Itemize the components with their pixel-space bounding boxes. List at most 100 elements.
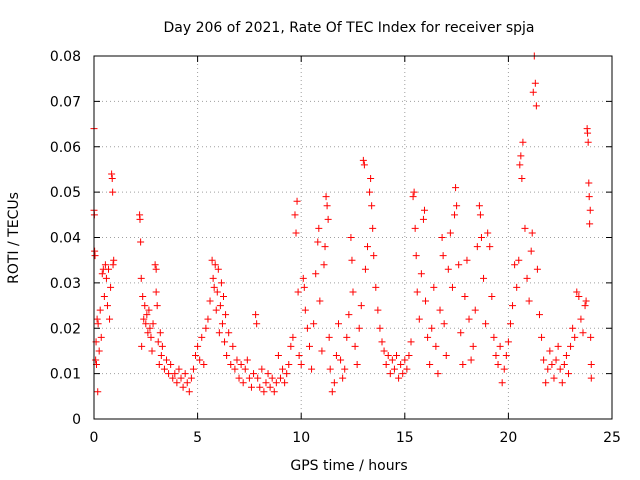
data-point-marker xyxy=(448,283,456,291)
data-point-marker xyxy=(531,79,539,87)
data-point-marker xyxy=(457,329,465,337)
data-point-marker xyxy=(584,138,592,146)
data-point-marker xyxy=(366,188,374,196)
y-tick-label: 0.05 xyxy=(50,185,81,201)
data-point-marker xyxy=(430,283,438,291)
data-point-marker xyxy=(417,270,425,278)
data-point-marker xyxy=(252,311,260,319)
data-point-marker xyxy=(486,243,494,251)
data-point-marker xyxy=(260,388,268,396)
data-point-marker xyxy=(533,265,541,273)
data-point-marker xyxy=(229,342,237,350)
data-point-marker xyxy=(581,302,589,310)
data-point-marker xyxy=(141,302,149,310)
data-point-marker xyxy=(223,351,231,359)
y-axis-label: ROTI / TECUs xyxy=(6,192,22,284)
data-point-marker xyxy=(136,215,144,223)
data-point-marker xyxy=(364,243,372,251)
data-point-marker xyxy=(137,274,145,282)
data-point-marker xyxy=(369,224,377,232)
data-point-marker xyxy=(316,297,324,305)
data-point-marker xyxy=(158,342,166,350)
data-point-marker xyxy=(140,315,148,323)
data-point-marker xyxy=(378,338,386,346)
data-point-marker xyxy=(353,361,361,369)
data-point-marker xyxy=(461,292,469,300)
data-point-marker xyxy=(511,261,519,269)
data-point-marker xyxy=(155,361,163,369)
data-point-marker xyxy=(215,329,223,337)
data-point-marker xyxy=(550,374,558,382)
data-point-marker xyxy=(209,274,217,282)
data-point-marker xyxy=(359,156,367,164)
x-axis-label: GPS time / hours xyxy=(290,458,407,474)
data-point-marker xyxy=(324,215,332,223)
data-point-marker xyxy=(538,333,546,341)
data-point-marker xyxy=(310,320,318,328)
data-point-marker xyxy=(330,379,338,387)
data-point-marker xyxy=(179,383,187,391)
data-point-marker xyxy=(337,356,345,364)
data-point-marker xyxy=(91,252,99,260)
data-point-marker xyxy=(579,329,587,337)
data-point-marker xyxy=(239,379,247,387)
data-point-marker xyxy=(587,374,595,382)
data-point-marker xyxy=(153,302,161,310)
y-tick-label: 0.06 xyxy=(50,140,81,156)
data-point-marker xyxy=(582,297,590,305)
data-point-marker xyxy=(256,383,264,391)
data-point-marker xyxy=(208,256,216,264)
data-point-marker xyxy=(206,297,214,305)
data-point-marker xyxy=(138,342,146,350)
data-point-marker xyxy=(439,252,447,260)
data-point-marker xyxy=(214,265,222,273)
data-point-marker xyxy=(322,193,330,201)
data-point-marker xyxy=(142,320,150,328)
data-point-marker xyxy=(101,261,109,269)
data-point-marker xyxy=(154,338,162,346)
y-tick-label: 0.07 xyxy=(50,94,81,110)
data-point-marker xyxy=(428,324,436,332)
data-point-marker xyxy=(334,320,342,328)
data-point-marker xyxy=(453,202,461,210)
data-point-marker xyxy=(95,347,103,355)
data-point-marker xyxy=(107,283,115,291)
data-point-marker xyxy=(218,320,226,328)
data-point-marker xyxy=(194,342,202,350)
data-point-marker xyxy=(388,356,396,364)
data-point-marker xyxy=(374,306,382,314)
data-point-marker xyxy=(422,297,430,305)
data-point-marker xyxy=(169,374,177,382)
data-point-marker xyxy=(149,320,157,328)
data-point-marker xyxy=(202,324,210,332)
data-point-marker xyxy=(370,252,378,260)
data-point-marker xyxy=(506,320,514,328)
data-point-marker xyxy=(189,365,197,373)
data-point-marker xyxy=(152,265,160,273)
data-point-marker xyxy=(442,351,450,359)
data-point-marker xyxy=(200,361,208,369)
data-point-marker xyxy=(413,288,421,296)
data-point-marker xyxy=(165,370,173,378)
data-point-marker xyxy=(293,197,301,205)
data-point-marker xyxy=(558,379,566,387)
data-point-marker xyxy=(318,347,326,355)
y-tick-label: 0.02 xyxy=(50,321,81,337)
data-point-marker xyxy=(325,333,333,341)
data-point-marker xyxy=(163,356,171,364)
data-point-marker xyxy=(160,365,168,373)
data-point-marker xyxy=(498,379,506,387)
data-point-marker xyxy=(348,256,356,264)
y-tick-label: 0.04 xyxy=(50,231,81,247)
data-point-marker xyxy=(92,356,100,364)
data-point-marker xyxy=(241,365,249,373)
data-point-marker xyxy=(405,351,413,359)
x-gridlines xyxy=(197,56,509,419)
data-point-marker xyxy=(110,256,118,264)
data-point-marker xyxy=(94,320,102,328)
data-point-marker xyxy=(517,152,525,160)
y-tick-label: 0.03 xyxy=(50,276,81,292)
data-point-marker xyxy=(292,229,300,237)
data-point-marker xyxy=(254,374,262,382)
data-point-marker xyxy=(554,342,562,350)
